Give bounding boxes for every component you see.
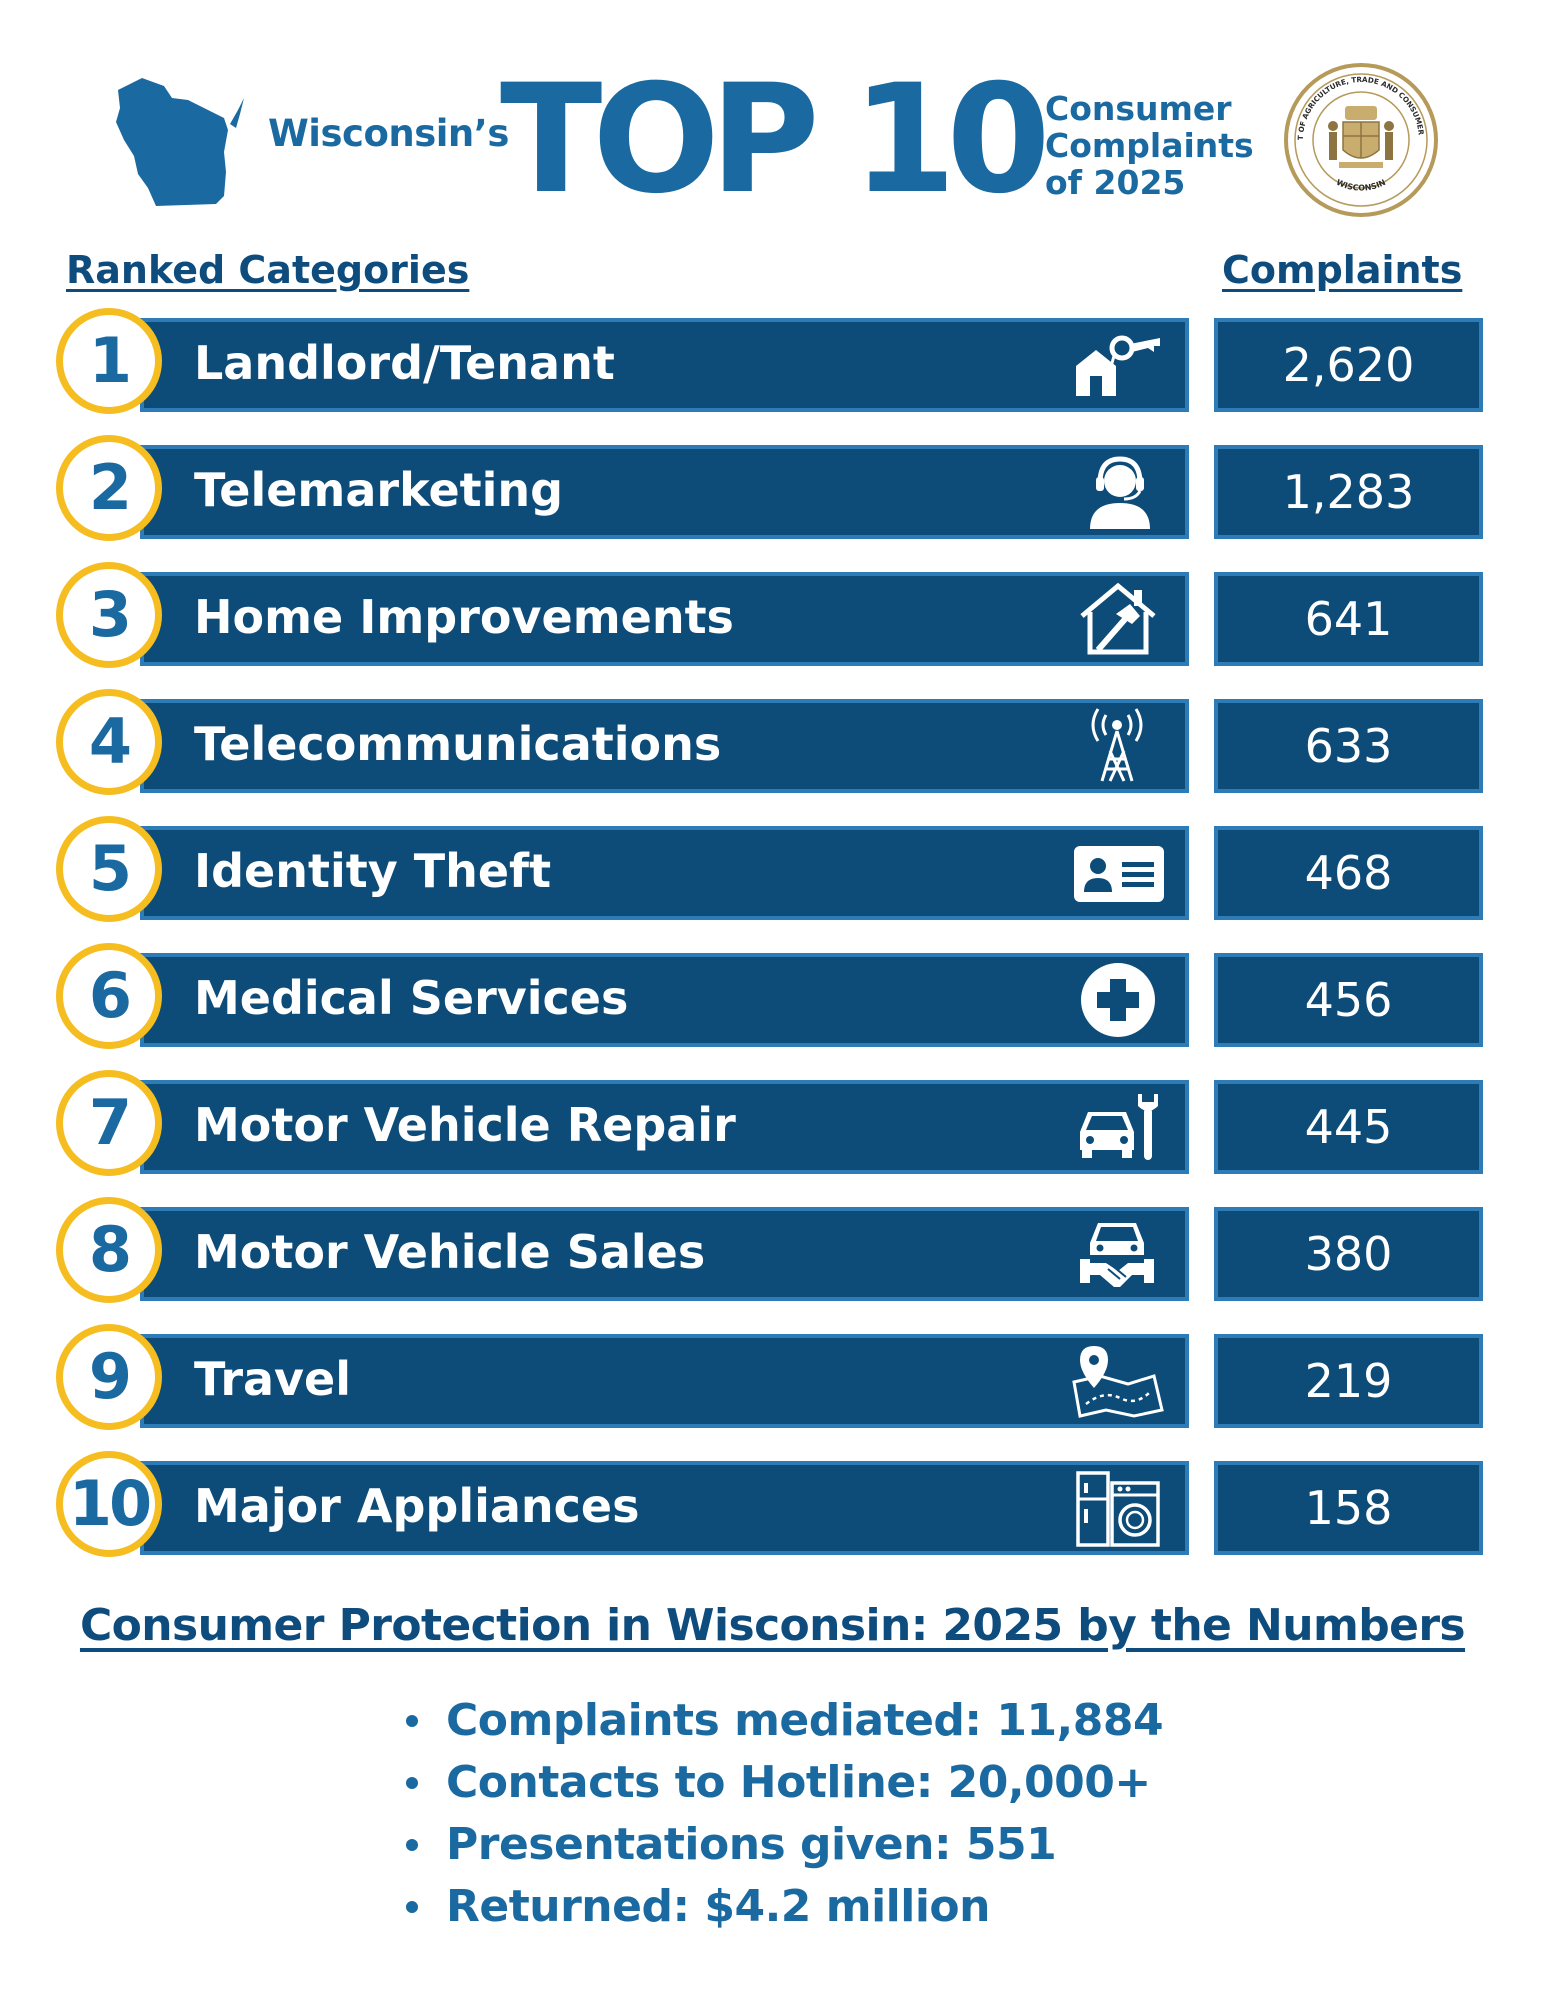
datcp-seal-logo: DEPARTMENT OF AGRICULTURE, TRADE AND CON… (1283, 62, 1438, 217)
category-name: Medical Services (194, 971, 629, 1025)
bullet-icon (406, 1777, 418, 1789)
bullet-icon (406, 1901, 418, 1913)
category-row: 3 Home Improvements 641 (0, 562, 1545, 670)
complaint-count: 468 (1214, 826, 1483, 920)
house-hammer-icon (1080, 582, 1156, 655)
stat-text: Contacts to Hotline: 20,000+ (446, 1757, 1151, 1808)
big-title: TOP 10 (500, 53, 1051, 227)
rank-badge: 2 (56, 435, 162, 541)
category-row: 7 Motor Vehicle Repair 445 (0, 1070, 1545, 1178)
radio-tower-icon (1091, 708, 1143, 782)
header: Wisconsin’s TOP 10 Consumer Complaints o… (0, 0, 1545, 250)
rank-badge: 10 (56, 1451, 162, 1557)
appliances-icon (1076, 1471, 1160, 1547)
stat-text: Complaints mediated: 11,884 (446, 1695, 1164, 1746)
subtitle-line-3: of 2025 (1045, 163, 1186, 202)
car-handshake-icon (1080, 1223, 1154, 1287)
category-name: Identity Theft (194, 844, 552, 898)
category-name: Major Appliances (194, 1479, 640, 1533)
category-row: 4 Telecommunications 633 (0, 689, 1545, 797)
rank-badge: 8 (56, 1197, 162, 1303)
category-name: Telecommunications (194, 717, 722, 771)
category-bar (140, 318, 1189, 412)
ranked-categories-heading: Ranked Categories (66, 248, 470, 292)
bullet-icon (406, 1715, 418, 1727)
rank-badge: 1 (56, 308, 162, 414)
stat-item: Returned: $4.2 million (400, 1876, 1163, 1938)
category-name: Landlord/Tenant (194, 336, 615, 390)
category-bar (140, 1207, 1189, 1301)
footer-title: Consumer Protection in Wisconsin: 2025 b… (79, 1600, 1466, 1651)
medical-cross-icon (1081, 963, 1155, 1037)
complaint-count: 2,620 (1214, 318, 1483, 412)
stat-item: Presentations given: 551 (400, 1814, 1163, 1876)
rank-badge: 6 (56, 943, 162, 1049)
category-row: 5 Identity Theft 468 (0, 816, 1545, 924)
headset-agent-icon (1090, 456, 1150, 529)
car-wrench-icon (1080, 1094, 1158, 1160)
category-row: 2 Telemarketing 1,283 (0, 435, 1545, 543)
category-row: 9 Travel 219 (0, 1324, 1545, 1432)
category-bar (140, 1461, 1189, 1555)
bullet-icon (406, 1839, 418, 1851)
category-row: 8 Motor Vehicle Sales 380 (0, 1197, 1545, 1305)
complaint-count: 641 (1214, 572, 1483, 666)
state-label: Wisconsin’s (268, 112, 509, 155)
subtitle-line-2: Complaints (1045, 126, 1254, 165)
complaint-count: 445 (1214, 1080, 1483, 1174)
complaint-count: 456 (1214, 953, 1483, 1047)
category-name: Motor Vehicle Sales (194, 1225, 706, 1279)
rank-badge: 9 (56, 1324, 162, 1430)
complaint-count: 219 (1214, 1334, 1483, 1428)
stat-text: Returned: $4.2 million (446, 1881, 990, 1932)
id-card-icon (1074, 846, 1164, 902)
category-bar (140, 953, 1189, 1047)
category-row: 10 Major Appliances 158 (0, 1451, 1545, 1559)
stat-item: Contacts to Hotline: 20,000+ (400, 1752, 1163, 1814)
stats-list: Complaints mediated: 11,884 Contacts to … (400, 1690, 1164, 1938)
complaint-count: 158 (1214, 1461, 1483, 1555)
category-bar (140, 699, 1189, 793)
complaint-count: 380 (1214, 1207, 1483, 1301)
complaints-heading: Complaints (1222, 248, 1463, 292)
rank-badge: 4 (56, 689, 162, 795)
category-bar (140, 826, 1189, 920)
stat-item: Complaints mediated: 11,884 (400, 1690, 1164, 1752)
category-name: Travel (194, 1352, 352, 1406)
subtitle-line-1: Consumer (1045, 89, 1232, 128)
house-key-icon (1076, 335, 1160, 396)
category-name: Telemarketing (194, 463, 564, 517)
subtitle: Consumer Complaints of 2025 (1045, 90, 1254, 201)
wisconsin-map-icon (116, 78, 244, 206)
category-name: Motor Vehicle Repair (194, 1098, 736, 1152)
rank-badge: 5 (56, 816, 162, 922)
category-row: 6 Medical Services 456 (0, 943, 1545, 1051)
stat-text: Presentations given: 551 (446, 1819, 1057, 1870)
map-pin-icon (1072, 1346, 1164, 1418)
category-bar (140, 1080, 1189, 1174)
category-bar (140, 1334, 1189, 1428)
category-name: Home Improvements (194, 590, 734, 644)
rank-badge: 7 (56, 1070, 162, 1176)
complaint-count: 1,283 (1214, 445, 1483, 539)
category-row: 1 Landlord/Tenant 2,620 (0, 308, 1545, 416)
complaint-count: 633 (1214, 699, 1483, 793)
rank-badge: 3 (56, 562, 162, 668)
